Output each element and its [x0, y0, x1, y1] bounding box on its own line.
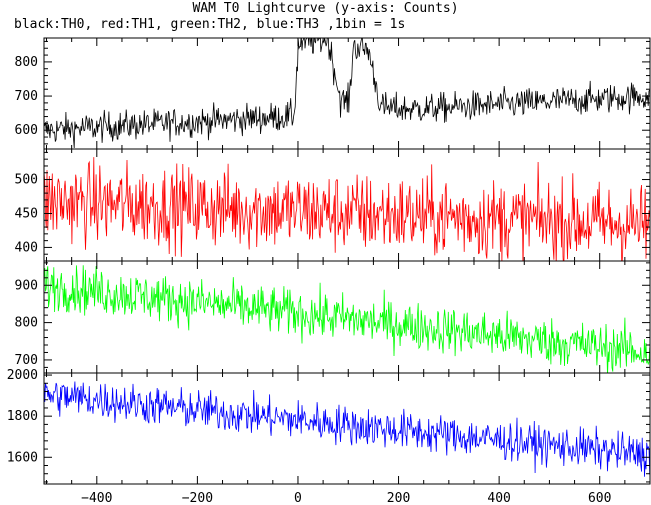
series-line-th2	[44, 265, 650, 373]
x-tick-label: −200	[182, 491, 213, 505]
panel-frame	[43, 37, 651, 150]
panel-th0: 600 700 800	[15, 37, 651, 150]
y-tick-label: 800	[15, 55, 38, 70]
panel-th1: 400 450 500	[15, 148, 651, 262]
x-axis: −400 −200 0 200 400 600	[81, 491, 611, 505]
y-tick-label: 700	[15, 89, 38, 104]
x-tick-label: 0	[294, 491, 302, 505]
panel-frame	[43, 372, 651, 485]
x-tick-label: −400	[81, 491, 112, 505]
y-tick-label: 1600	[7, 450, 38, 465]
series-line-th3	[44, 379, 650, 477]
x-tick-label: 200	[387, 491, 410, 505]
y-tick-label: 800	[15, 316, 38, 331]
panel-th3: 1600 1800 2000	[7, 368, 651, 485]
x-tick-label: 600	[588, 491, 611, 505]
y-tick-label: 400	[15, 240, 38, 255]
panel-frame	[43, 148, 651, 262]
x-tick-label: 400	[487, 491, 510, 505]
y-tick-label: 500	[15, 173, 38, 188]
y-tick-label: 1800	[7, 409, 38, 424]
chart-subtitle: black:TH0, red:TH1, green:TH2, blue:TH3 …	[14, 17, 406, 32]
y-tick-label: 2000	[7, 368, 38, 383]
chart-title: WAM T0 Lightcurve (y-axis: Counts)	[192, 1, 459, 16]
y-tick-label: 700	[15, 353, 38, 368]
y-tick-label: 900	[15, 278, 38, 293]
y-tick-label: 450	[15, 206, 38, 221]
series-line-th0	[44, 38, 650, 149]
y-tick-label: 600	[15, 123, 38, 138]
series-line-th1	[44, 157, 650, 261]
panel-th2: 700 800 900	[15, 260, 651, 374]
